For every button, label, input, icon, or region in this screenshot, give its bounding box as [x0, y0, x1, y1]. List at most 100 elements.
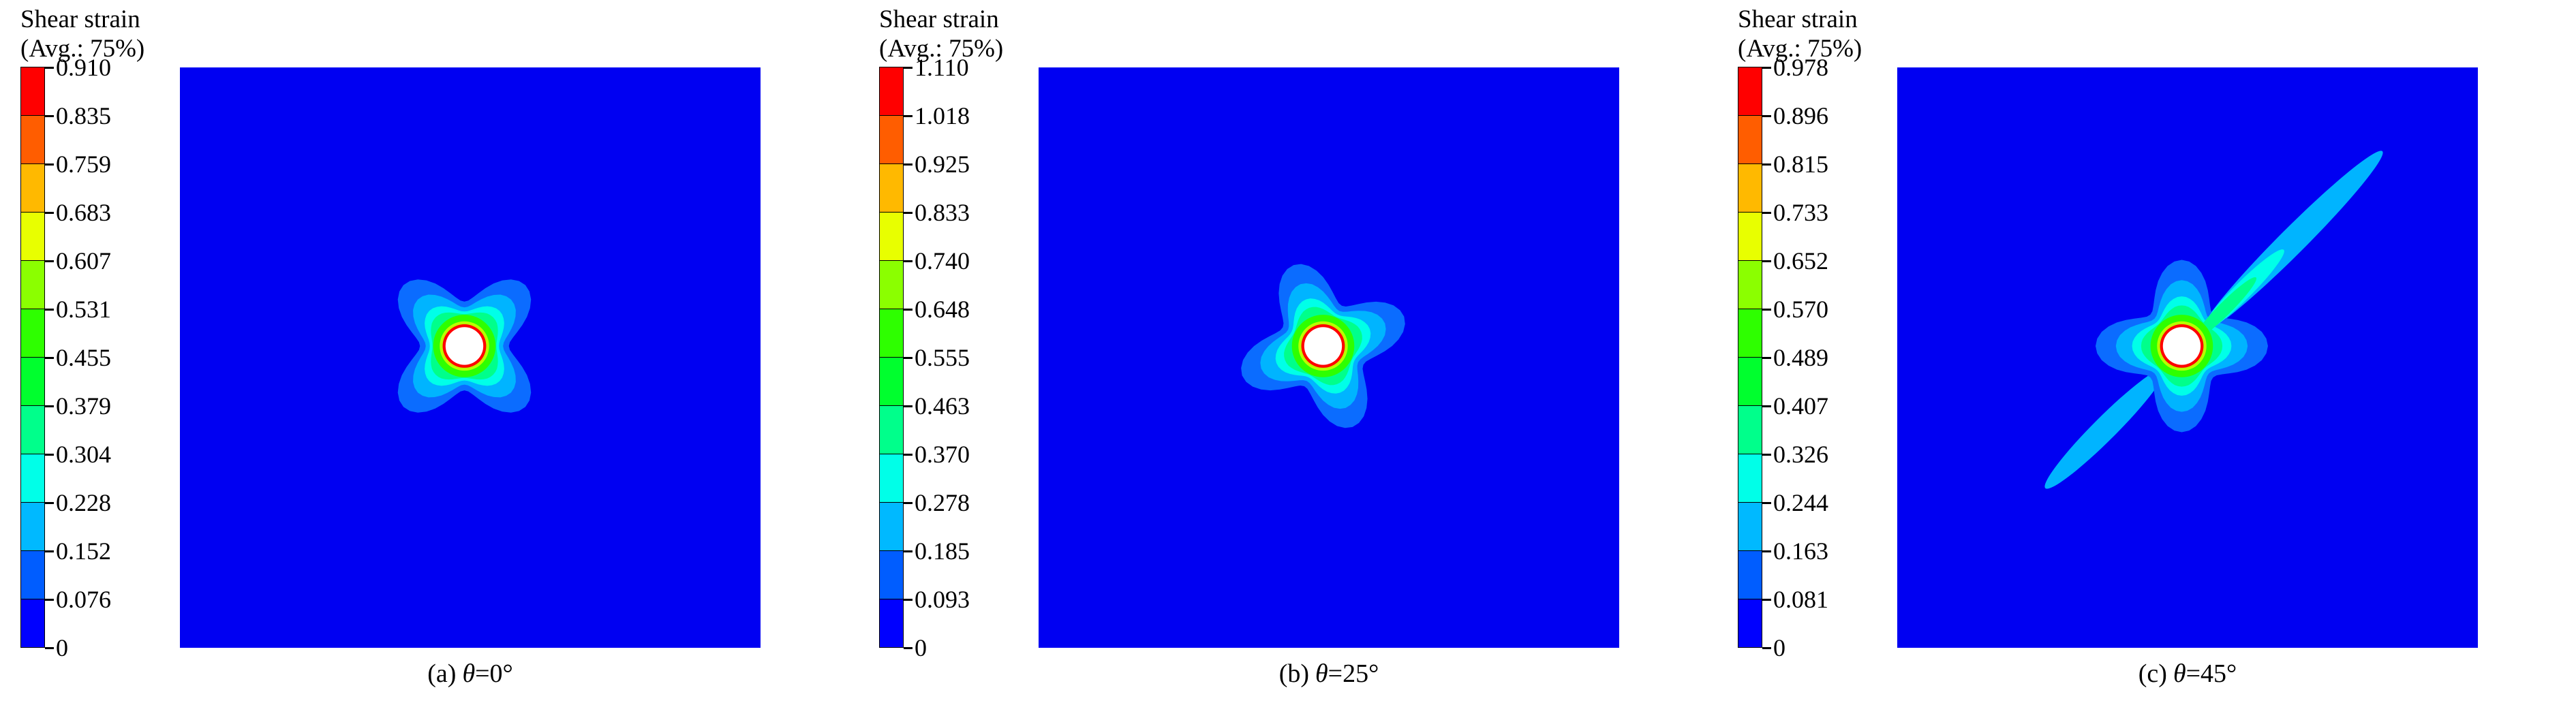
legend: Shear strain (Avg.: 75%) 0.910 0.835 0.759…: [20, 5, 170, 720]
colorbar: [20, 67, 45, 648]
caption-index: (a): [427, 659, 457, 688]
tick-mark: [904, 211, 913, 214]
contour-panel: Shear strain (Avg.: 75%) 0.978 0.896 0.815…: [1717, 0, 2576, 720]
caption-theta-symbol: θ: [462, 659, 476, 688]
tick-value: 0.570: [1773, 296, 1828, 324]
colorbar-segment: [20, 599, 45, 648]
tick-value: 0.815: [1773, 151, 1828, 178]
tick-value: 0.152: [56, 537, 111, 565]
colorbar-segment: [1738, 163, 1762, 213]
caption-index: (b): [1278, 659, 1309, 688]
tick-mark: [45, 405, 54, 407]
tick-value: 1.018: [915, 102, 970, 130]
tick-mark: [45, 114, 54, 117]
tick-value: 0.228: [56, 489, 111, 517]
colorbar-segment: [1738, 212, 1762, 262]
tick-value: 0.648: [915, 296, 970, 324]
legend-title-line1: Shear strain: [20, 5, 140, 33]
panel-caption: (c) θ=45°: [2138, 659, 2237, 689]
contour-plot: [1897, 67, 2478, 648]
colorbar-segment: [879, 502, 904, 552]
tick-value: 0.978: [1773, 54, 1828, 82]
tick-value: 0.455: [56, 344, 111, 372]
tick-value: 0.683: [56, 199, 111, 227]
tick-value: 0.896: [1773, 102, 1828, 130]
tick-mark: [1762, 114, 1771, 117]
tick-value: 0.278: [915, 489, 970, 517]
tick-value: 0.185: [915, 537, 970, 565]
tick-mark: [45, 646, 54, 649]
tick-mark: [1762, 453, 1771, 456]
tick-mark: [904, 453, 913, 456]
colorbar-segment: [20, 67, 45, 116]
tick-value: 0.379: [56, 392, 111, 420]
colorbar-segment: [879, 260, 904, 310]
colorbar-segment: [20, 454, 45, 503]
tick-mark: [1762, 646, 1771, 649]
legend-title-line1: Shear strain: [1738, 5, 1858, 33]
caption-theta-symbol: θ: [1315, 659, 1328, 688]
colorbar-segment: [879, 212, 904, 262]
tick-value: 0.652: [1773, 247, 1828, 275]
caption-index: (c): [2138, 659, 2167, 688]
legend-title-line2: (Avg.: 75%): [879, 34, 1004, 63]
tick-mark: [45, 308, 54, 311]
caption-suffix: =0°: [475, 659, 513, 688]
legend-title-line2: (Avg.: 75%): [1738, 34, 1862, 63]
caption-suffix: =45°: [2186, 659, 2237, 688]
tick-mark: [1762, 308, 1771, 311]
tick-value: 0.531: [56, 296, 111, 324]
tick-mark: [45, 260, 54, 262]
strain-contour-svg: [1039, 67, 1619, 648]
tick-value: 0.833: [915, 199, 970, 227]
colorbar-segment: [879, 67, 904, 116]
colorbar-segment: [20, 405, 45, 455]
tick-value: 0.740: [915, 247, 970, 275]
tick-mark: [1762, 163, 1771, 166]
tick-mark: [1762, 405, 1771, 407]
legend-body: 1.110 1.018 0.925 0.833 0.740 0.648 0.555 0.463…: [879, 54, 1029, 674]
tick-mark: [904, 163, 913, 166]
caption-theta-symbol: θ: [2173, 659, 2186, 688]
hole: [2162, 327, 2201, 365]
tick-value: 0.925: [915, 151, 970, 178]
tick-mark: [45, 66, 54, 69]
colorbar-segment: [879, 454, 904, 503]
tick-value: 0.835: [56, 102, 111, 130]
colorbar-segment: [879, 163, 904, 213]
colorbar-segment: [20, 502, 45, 552]
contour-plot: [180, 67, 761, 648]
tick-mark: [904, 260, 913, 262]
plot-column: (b) θ=25°: [1039, 67, 1619, 720]
tick-mark: [45, 163, 54, 166]
colorbar-segment: [1738, 357, 1762, 407]
colorbar-segment: [20, 163, 45, 213]
colorbar-segment: [1738, 67, 1762, 116]
streak-green: [2194, 277, 2257, 340]
colorbar-segment: [1738, 115, 1762, 165]
contour-plot: [1039, 67, 1619, 648]
colorbar-segment: [20, 309, 45, 358]
legend-title-line2: (Avg.: 75%): [20, 34, 145, 63]
tick-mark: [45, 598, 54, 601]
panel-caption: (a) θ=0°: [427, 659, 513, 689]
colorbar-segment: [20, 550, 45, 600]
tick-value: 0.304: [56, 441, 111, 469]
colorbar-segment: [879, 309, 904, 358]
colorbar-segment: [879, 115, 904, 165]
caption-suffix: =25°: [1328, 659, 1379, 688]
colorbar-segment: [1738, 502, 1762, 552]
tick-mark: [1762, 211, 1771, 214]
tick-mark: [1762, 66, 1771, 69]
colorbar-segment: [20, 260, 45, 310]
strain-contour-svg: [1897, 67, 2478, 648]
tick-value: 0: [1773, 634, 1785, 662]
tick-mark: [904, 646, 913, 649]
tick-mark: [904, 114, 913, 117]
tick-value: 0.076: [56, 586, 111, 614]
hole: [445, 327, 484, 365]
tick-mark: [1762, 260, 1771, 262]
tick-value: 0.081: [1773, 586, 1828, 614]
colorbar-segment: [1738, 309, 1762, 358]
tick-mark: [904, 308, 913, 311]
